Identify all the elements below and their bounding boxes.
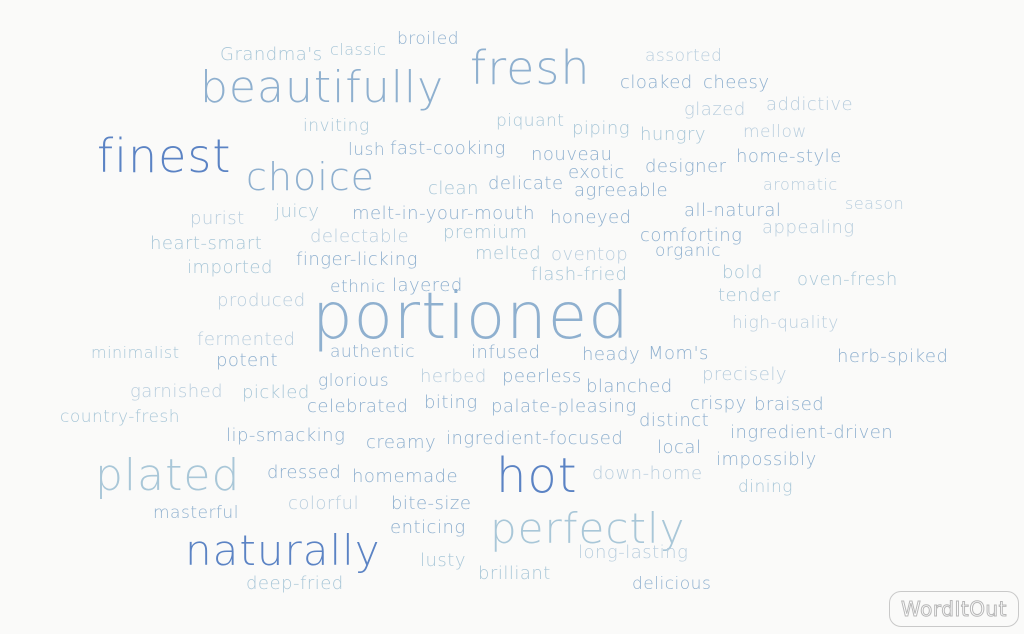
cloud-word: comforting: [640, 225, 743, 246]
cloud-word: delectable: [310, 226, 410, 247]
cloud-word: nouveau: [531, 144, 613, 165]
cloud-word: lusty: [420, 550, 466, 571]
cloud-word: long-lasting: [578, 542, 689, 563]
cloud-word: mellow: [743, 122, 807, 142]
cloud-word: colorful: [288, 493, 360, 514]
cloud-word: exotic: [568, 162, 625, 183]
cloud-word: bite-size: [391, 493, 472, 514]
cloud-word: purist: [190, 208, 245, 229]
cloud-word: glorious: [318, 371, 390, 391]
cloud-word: impossibly: [716, 449, 817, 470]
cloud-word: delicate: [488, 173, 564, 194]
cloud-word: Mom's: [648, 343, 709, 364]
cloud-word: glazed: [684, 99, 746, 120]
cloud-word: precisely: [702, 364, 788, 385]
cloud-word: appealing: [762, 217, 855, 238]
cloud-word: peerless: [502, 366, 582, 387]
cloud-word: potent: [216, 350, 279, 371]
cloud-word: homemade: [352, 466, 459, 487]
cloud-word: cheesy: [703, 72, 770, 93]
cloud-word: pickled: [242, 382, 310, 403]
cloud-word: ethnic: [330, 277, 386, 297]
cloud-word: lip-smacking: [226, 425, 346, 446]
cloud-word: premium: [443, 222, 528, 243]
cloud-word: finest: [97, 129, 232, 183]
cloud-word: country-fresh: [60, 407, 181, 427]
cloud-word: oventop: [551, 244, 629, 265]
cloud-word: deep-fried: [246, 573, 344, 594]
cloud-word: dressed: [267, 462, 342, 483]
cloud-word: enticing: [390, 517, 466, 538]
cloud-word: heart-smart: [150, 233, 263, 254]
cloud-word: designer: [645, 156, 727, 177]
cloud-word: produced: [217, 290, 306, 311]
cloud-word: inviting: [303, 116, 370, 136]
cloud-word: agreeable: [574, 180, 669, 201]
cloud-word: juicy: [275, 201, 320, 222]
cloud-word: fast-cooking: [390, 138, 506, 159]
cloud-word: heady: [582, 344, 641, 365]
cloud-word: layered: [392, 275, 463, 296]
cloud-word: masterful: [153, 503, 239, 523]
cloud-word: herbed: [420, 366, 487, 387]
cloud-word: high-quality: [732, 313, 839, 333]
cloud-word: local: [657, 437, 702, 458]
cloud-word: delicious: [632, 574, 712, 594]
cloud-word: hot: [496, 448, 578, 504]
cloud-word: honeyed: [550, 207, 632, 228]
cloud-word: down-home: [592, 463, 703, 484]
cloud-word: braised: [754, 394, 825, 415]
cloud-word: all-natural: [684, 200, 782, 221]
cloud-word: flash-fried: [531, 264, 628, 285]
cloud-word: ingredient-focused: [446, 428, 624, 449]
cloud-word: naturally: [185, 526, 381, 575]
cloud-word: palate-pleasing: [491, 396, 637, 417]
cloud-word: minimalist: [91, 343, 180, 362]
cloud-word: melted: [475, 243, 542, 264]
cloud-word: hungry: [640, 124, 707, 145]
cloud-word: distinct: [639, 410, 710, 431]
cloud-word: piquant: [496, 111, 565, 131]
cloud-word: bold: [722, 262, 763, 283]
cloud-word: lush: [348, 140, 386, 160]
cloud-word: assorted: [645, 46, 723, 66]
cloud-word: authentic: [330, 342, 416, 362]
cloud-word: classic: [330, 40, 387, 59]
cloud-word: oven-fresh: [797, 269, 898, 290]
cloud-word: fresh: [470, 41, 591, 95]
cloud-word: Grandma's: [220, 44, 323, 65]
cloud-word: portioned: [312, 280, 630, 354]
cloud-word: aromatic: [763, 175, 838, 194]
cloud-word: home-style: [736, 146, 842, 167]
cloud-word: piping: [572, 118, 631, 139]
cloud-word: beautifully: [200, 62, 445, 113]
cloud-word: clean: [428, 178, 479, 199]
cloud-word: broiled: [397, 29, 460, 49]
cloud-word: fermented: [197, 329, 296, 350]
cloud-word: addictive: [766, 94, 854, 115]
cloud-word: finger-licking: [296, 249, 418, 270]
cloud-word: tender: [718, 285, 781, 306]
cloud-word: herb-spiked: [837, 346, 949, 367]
cloud-word: imported: [187, 257, 273, 278]
cloud-word: organic: [655, 241, 722, 261]
cloud-word: dining: [738, 477, 793, 497]
cloud-word: crispy: [690, 393, 747, 414]
cloud-word: perfectly: [490, 504, 686, 553]
cloud-word: choice: [246, 155, 376, 199]
cloud-word: infused: [471, 342, 541, 363]
cloud-word: blanched: [586, 376, 673, 397]
cloud-word: brilliant: [478, 563, 551, 584]
cloud-word: biting: [424, 392, 478, 413]
cloud-word: celebrated: [307, 396, 409, 417]
cloud-word: melt-in-your-mouth: [352, 203, 535, 224]
cloud-word: cloaked: [620, 72, 693, 93]
cloud-word: garnished: [130, 381, 224, 402]
cloud-word: creamy: [366, 432, 437, 453]
cloud-word: plated: [95, 450, 241, 501]
worditout-logo[interactable]: WordItOut: [889, 591, 1019, 627]
cloud-word: ingredient-driven: [730, 422, 894, 443]
cloud-word: season: [845, 194, 905, 213]
